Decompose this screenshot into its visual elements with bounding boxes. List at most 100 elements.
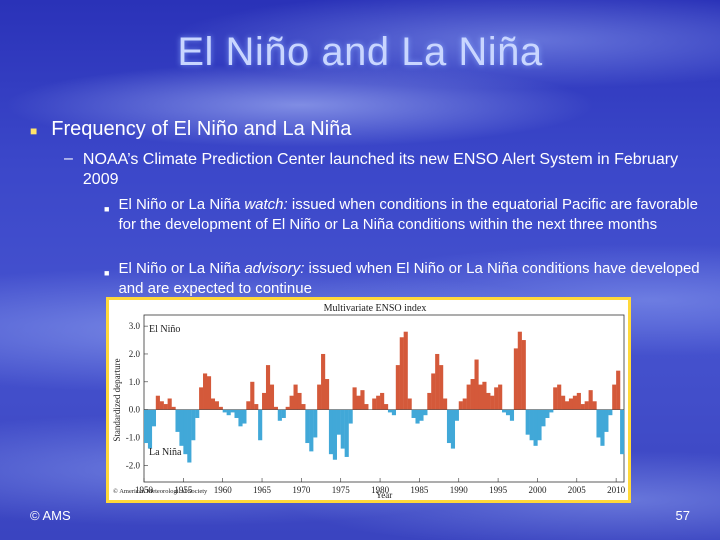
el-nino-bar [317,384,322,410]
la-nina-label: La Niña [149,447,182,458]
el-nino-bar [474,359,479,410]
bullet-frequency: ■ Frequency of El Niño and La Niña [30,118,351,141]
x-tick-label: 1995 [489,485,508,495]
la-nina-bar [281,409,286,418]
el-nino-bar [395,365,400,410]
el-nino-bar [568,398,574,410]
y-tick-label: 2.0 [129,349,141,359]
el-nino-bar [206,376,212,410]
el-nino-bar [250,381,255,410]
la-nina-bar [226,409,231,416]
el-nino-bar [364,404,369,410]
la-nina-bar [328,409,334,455]
la-nina-bar [450,409,456,449]
el-nino-bar [399,337,404,410]
el-nino-bar [478,384,483,410]
square-bullet-icon: ■ [30,124,38,138]
x-tick-label: 1960 [214,485,233,495]
x-axis: 1950 1955 1960 1965 1970 1975 1980 1985 1990 1995… [135,478,626,495]
el-nino-bar [576,392,581,410]
el-nino-bar [482,381,487,410]
el-nino-bar [557,384,562,410]
la-nina-bar [502,409,507,413]
la-nina-bar [258,409,263,441]
y-tick-label: -1.0 [126,432,141,442]
la-nina-bar [277,409,282,421]
la-nina-bar [411,409,416,418]
el-nino-bar [293,384,298,410]
la-nina-bar [525,409,530,435]
dash-bullet-icon: – [64,150,73,167]
x-axis-label: Year [376,490,393,500]
el-nino-bar [592,401,597,410]
la-nina-bar [144,409,149,444]
el-nino-bar [360,390,365,410]
bullet-watch: ■ El Niño or La Niña watch: issued when … [104,195,704,235]
el-nino-bar [521,340,526,410]
el-nino-bar [372,398,377,410]
la-nina-bar [151,409,157,427]
el-nino-bar [466,384,471,410]
el-nino-bar [321,353,326,410]
el-nino-bar [384,404,389,410]
la-nina-bar [309,409,314,452]
la-nina-bar [313,409,318,438]
el-nino-bar [199,387,204,410]
y-tick-label: -2.0 [126,460,141,470]
el-nino-bar [218,406,223,410]
chart-credit: © American Meteorological Society [113,488,208,495]
la-nina-bar [423,409,428,416]
la-nina-bar [446,409,452,444]
el-nino-bar [159,401,164,410]
el-nino-bar [155,395,160,410]
la-nina-bar [608,409,613,416]
bullet-advisory-term: advisory: [244,260,305,277]
y-tick-label: 1.0 [129,377,141,387]
la-nina-bar [222,409,227,413]
el-nino-bar [553,387,558,410]
el-nino-bar [210,398,216,410]
square-bullet-icon: ■ [104,268,110,278]
el-nino-bar [273,406,278,410]
el-nino-label: El Niño [149,324,180,335]
la-nina-bar [529,409,534,441]
la-nina-bar [238,409,243,427]
el-nino-bar [612,384,617,410]
x-tick-label: 1965 [253,485,271,495]
el-nino-bar [324,379,330,410]
bullet-advisory-rest: issued when El Niño or La Niña condition… [118,260,700,297]
el-nino-bar [301,404,306,410]
el-nino-bar [584,401,589,410]
el-nino-bar [458,401,463,410]
el-nino-bar [431,373,436,410]
bullet-noaa-text: NOAA’s Climate Prediction Center launche… [82,151,679,188]
el-nino-bar [427,392,432,410]
el-nino-bar [203,373,208,410]
el-nino-bar [376,395,381,410]
x-tick-label: 2000 [528,485,547,495]
la-nina-bar [191,409,196,441]
el-nino-bar [380,392,385,410]
la-nina-bar [545,409,550,418]
la-nina-bar [541,409,546,427]
el-nino-bar [246,401,251,410]
la-nina-bar [340,409,345,449]
el-nino-bar [435,353,440,410]
la-nina-bar [242,409,247,424]
bar-series [144,331,625,463]
la-nina-bar [305,409,310,444]
el-nino-bar [513,348,518,410]
la-nina-bar [620,409,625,455]
y-axis-label: Standardized departure [112,358,122,441]
el-nino-bar [407,398,412,410]
x-tick-label: 1950 [135,485,154,495]
el-nino-bar [490,395,495,410]
bullet-watch-text: El Niño or La Niña watch: issued when co… [118,195,704,235]
la-nina-bar [234,409,239,418]
x-tick-label: 2005 [568,485,587,495]
el-nino-bar [443,398,448,410]
la-nina-bar [596,409,601,438]
bullet-advisory: ■ El Niño or La Niña advisory: issued wh… [104,259,704,299]
bullet-advisory-text: El Niño or La Niña advisory: issued when… [118,259,704,299]
el-nino-bar [289,395,294,410]
